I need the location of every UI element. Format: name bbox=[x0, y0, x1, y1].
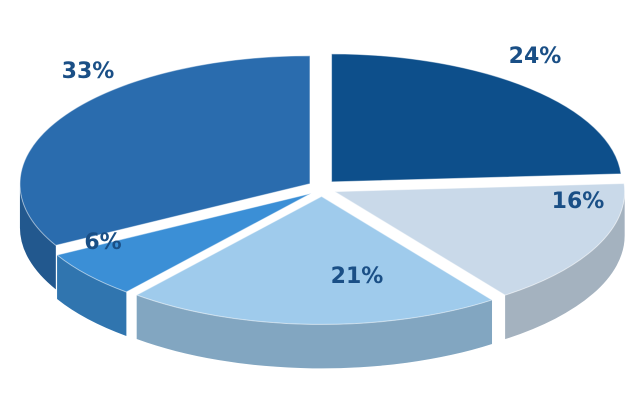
slice bbox=[19, 55, 311, 246]
data-label: 33% bbox=[62, 59, 115, 84]
slice bbox=[55, 192, 312, 293]
tops bbox=[19, 53, 626, 325]
data-label: 21% bbox=[331, 264, 384, 289]
data-label: 16% bbox=[552, 189, 605, 214]
slice-side bbox=[57, 255, 127, 336]
slice-side-shade bbox=[19, 183, 56, 290]
slice-side-shade bbox=[505, 191, 625, 340]
walls bbox=[19, 183, 625, 369]
slice-side bbox=[505, 191, 625, 340]
data-label: 24% bbox=[509, 44, 562, 69]
slice-side-shade bbox=[136, 295, 493, 369]
slice-side bbox=[19, 183, 56, 290]
slice-side-shade bbox=[57, 255, 127, 336]
slice-side bbox=[136, 295, 493, 369]
slice bbox=[135, 195, 494, 325]
slice bbox=[331, 53, 622, 183]
slice bbox=[332, 183, 626, 296]
data-label: 6% bbox=[84, 230, 121, 255]
